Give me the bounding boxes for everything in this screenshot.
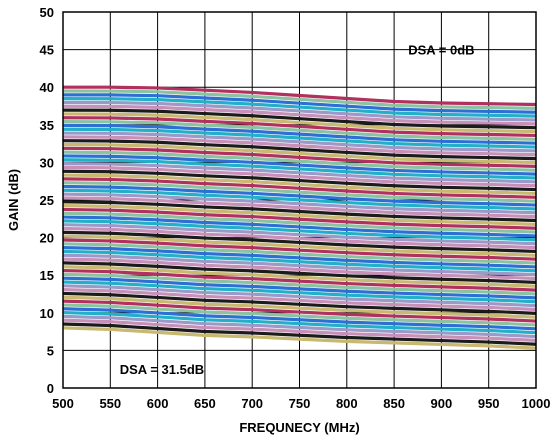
gain-curve-dsa-1.5: [62, 97, 537, 118]
x-tick-label: 850: [383, 396, 405, 411]
y-tick-label: 45: [40, 43, 54, 58]
y-axis-ticks: 0 5 10 15 20 25 30 35 40 45 50: [40, 5, 54, 396]
y-axis-label: GAIN (dB): [6, 169, 21, 231]
gain-curve-dsa-16: [62, 207, 537, 230]
gain-curve-dsa-9.5: [62, 158, 537, 180]
gain-curve-dsa-5.5: [62, 127, 537, 149]
gain-curve-dsa-9: [62, 154, 537, 176]
x-tick-label: 900: [431, 396, 453, 411]
y-tick-label: 40: [40, 80, 54, 95]
gain-curve-dsa-1: [62, 93, 537, 114]
gain-curve-dsa-31.5: [62, 326, 537, 350]
x-tick-label: 1000: [522, 396, 551, 411]
gain-curve-dsa-15: [62, 200, 537, 223]
y-tick-label: 25: [40, 193, 54, 208]
gain-curve-dsa-21.5: [62, 249, 537, 273]
x-axis-ticks: 500 550 600 650 700 750 800 850 900 950 1000: [52, 396, 550, 411]
gain-curve-dsa-18: [62, 223, 537, 246]
x-tick-label: 500: [52, 396, 74, 411]
gain-curve-dsa-8.5: [62, 150, 537, 172]
gain-curve-dsa-31: [62, 322, 537, 346]
gain-curve-dsa-12: [62, 177, 537, 199]
gain-curve-dsa-7: [62, 139, 537, 161]
gain-curve-dsa-11: [62, 169, 537, 192]
gain-curve-dsa-4.5: [62, 119, 537, 141]
gain-curve-dsa-27.5: [62, 295, 537, 319]
gain-curve-dsa-19: [62, 230, 537, 254]
gain-curve-dsa-17: [62, 215, 537, 238]
y-tick-label: 5: [47, 343, 54, 358]
gain-curve-dsa-24.5: [62, 272, 537, 296]
x-tick-label: 600: [147, 396, 169, 411]
y-tick-label: 20: [40, 231, 54, 246]
gain-curve-dsa-13.5: [62, 188, 537, 211]
x-tick-label: 550: [99, 396, 121, 411]
annotations: DSA = 0dB DSA = 31.5dB: [120, 43, 475, 378]
gain-curve-dsa-18.5: [62, 226, 537, 250]
gain-curve-dsa-10.5: [62, 165, 537, 188]
x-axis-label: FREQUNECY (MHz): [239, 420, 359, 435]
gain-curve-dsa-5: [62, 123, 537, 145]
gain-curve-dsa-7.5: [62, 142, 537, 165]
gain-curve-dsa-3: [62, 108, 537, 130]
gain-curve-dsa-30: [62, 314, 537, 339]
y-tick-label: 50: [40, 5, 54, 20]
gain-curve-dsa-25: [62, 276, 537, 300]
gain-curve-dsa-14.5: [62, 196, 537, 219]
gain-curve-dsa-17.5: [62, 219, 537, 242]
gain-curve-dsa-15.5: [62, 204, 537, 226]
gain-curve-dsa-14: [62, 192, 537, 215]
gain-curve-dsa-11.5: [62, 173, 537, 196]
gain-curve-dsa-8: [62, 146, 537, 168]
x-tick-label: 950: [478, 396, 500, 411]
plot-frame: [62, 11, 537, 389]
gain-curve-dsa-21: [62, 246, 537, 269]
gain-curve-dsa-6.5: [62, 135, 537, 157]
y-tick-label: 35: [40, 118, 54, 133]
gain-curve-dsa-29: [62, 307, 537, 331]
gain-curve-dsa-3.5: [62, 112, 537, 134]
gain-curve-dsa-2.5: [62, 104, 537, 126]
gain-curve-dsa-29.5: [62, 310, 537, 335]
gain-curve-dsa-26: [62, 284, 537, 308]
y-tick-label: 0: [47, 381, 54, 396]
gain-curve-dsa-22.5: [62, 257, 537, 281]
x-tick-label: 800: [336, 396, 358, 411]
gain-curve-dsa-4: [62, 116, 537, 138]
gain-curve-dsa-16.5: [62, 211, 537, 234]
gain-curves: [62, 85, 537, 350]
gain-curve-dsa-2: [62, 100, 537, 122]
gain-curve-dsa-20.5: [62, 242, 537, 265]
x-tick-label: 750: [289, 396, 311, 411]
gain-curve-dsa-22: [62, 253, 537, 277]
y-tick-label: 10: [40, 306, 54, 321]
gain-curve-dsa-20: [62, 238, 537, 261]
y-tick-label: 15: [40, 268, 54, 283]
gain-curve-dsa-6: [62, 131, 537, 153]
gain-curve-dsa-19.5: [62, 234, 537, 257]
gain-curve-dsa-30.5: [62, 318, 537, 343]
annotation-dsa-0db: DSA = 0dB: [408, 43, 474, 58]
gain-curve-dsa-26.5: [62, 288, 537, 312]
gain-curve-dsa-24: [62, 268, 537, 292]
gain-curve-dsa-28.5: [62, 303, 537, 327]
gain-curve-dsa-13: [62, 184, 537, 207]
gain-curve-dsa-28: [62, 299, 537, 323]
gain-curve-dsa-12.5: [62, 181, 537, 203]
gain-curve-dsa-23.5: [62, 265, 537, 288]
x-tick-label: 650: [194, 396, 216, 411]
gain-curve-dsa-25.5: [62, 280, 537, 304]
gain-curve-dsa-10: [62, 161, 537, 184]
y-tick-label: 30: [40, 155, 54, 170]
gain-curve-dsa-23: [62, 261, 537, 284]
gain-curve-dsa-0: [63, 85, 537, 107]
x-tick-label: 700: [241, 396, 263, 411]
gain-curve-dsa-27: [62, 291, 537, 315]
gain-curve-dsa-0.5: [62, 89, 537, 110]
annotation-dsa-31-5db: DSA = 31.5dB: [120, 362, 204, 377]
